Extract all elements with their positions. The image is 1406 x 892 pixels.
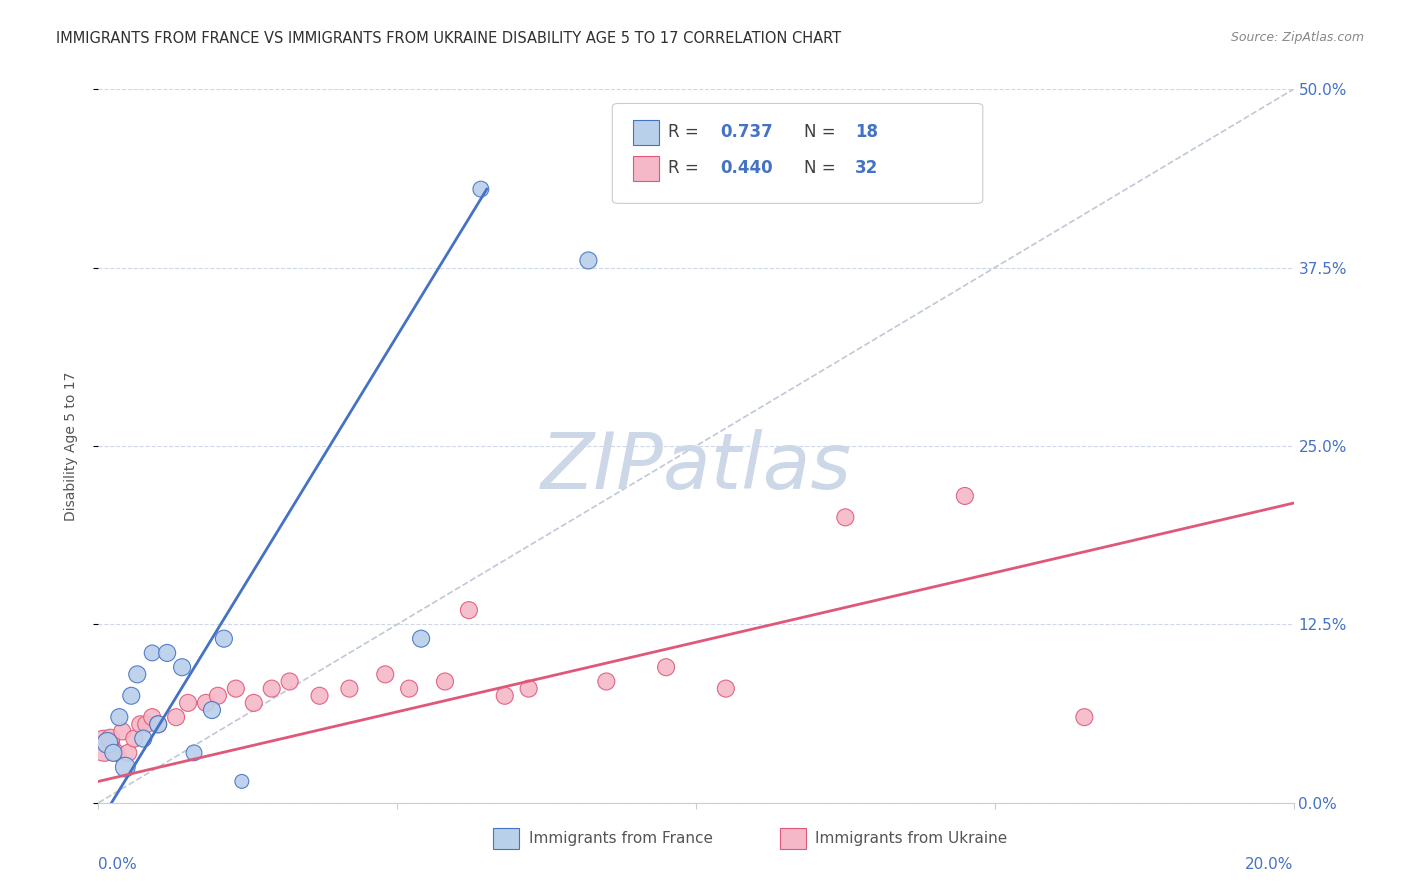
Point [105, 746, 128, 760]
Point [201, 703, 224, 717]
Point [114, 760, 136, 774]
Point [339, 681, 360, 696]
Point [411, 632, 433, 646]
Point [398, 681, 420, 696]
Point [714, 681, 737, 696]
Point [231, 774, 253, 789]
Text: 0.737: 0.737 [720, 123, 773, 141]
Point [278, 674, 301, 689]
Point [108, 710, 131, 724]
Text: N =: N = [804, 123, 841, 141]
Point [148, 717, 170, 731]
Point [129, 717, 152, 731]
Text: N =: N = [804, 159, 841, 177]
Point [100, 731, 122, 746]
Point [470, 182, 492, 196]
Text: 32: 32 [855, 159, 879, 177]
Point [141, 710, 163, 724]
Bar [779, 828, 806, 849]
Text: 0.440: 0.440 [720, 159, 772, 177]
Point [243, 696, 266, 710]
Point [195, 696, 218, 710]
Point [595, 674, 617, 689]
Bar [633, 120, 659, 145]
Point [111, 724, 134, 739]
Y-axis label: Disability Age 5 to 17: Disability Age 5 to 17 [63, 371, 77, 521]
Point [212, 632, 235, 646]
Point [120, 689, 142, 703]
Text: 18: 18 [855, 123, 877, 141]
Text: R =: R = [668, 159, 704, 177]
Point [135, 717, 157, 731]
Point [517, 681, 540, 696]
Point [433, 674, 456, 689]
Text: IMMIGRANTS FROM FRANCE VS IMMIGRANTS FROM UKRAINE DISABILITY AGE 5 TO 17 CORRELA: IMMIGRANTS FROM FRANCE VS IMMIGRANTS FRO… [56, 31, 841, 46]
Point [93, 739, 115, 753]
Point [148, 717, 170, 731]
Text: Source: ZipAtlas.com: Source: ZipAtlas.com [1230, 31, 1364, 45]
Point [103, 746, 125, 760]
Point [494, 689, 516, 703]
FancyBboxPatch shape [613, 103, 983, 203]
Point [156, 646, 179, 660]
Point [117, 746, 139, 760]
Point [655, 660, 678, 674]
Point [132, 731, 155, 746]
Point [834, 510, 856, 524]
Point [225, 681, 247, 696]
Point [165, 710, 187, 724]
Point [183, 746, 205, 760]
Bar [633, 155, 659, 180]
Point [124, 731, 146, 746]
Point [141, 646, 163, 660]
Text: R =: R = [668, 123, 704, 141]
Point [96, 736, 118, 750]
Text: Immigrants from Ukraine: Immigrants from Ukraine [815, 831, 1008, 846]
Point [172, 660, 194, 674]
Point [177, 696, 200, 710]
Point [458, 603, 481, 617]
Text: ZIPatlas: ZIPatlas [540, 429, 852, 506]
Point [1073, 710, 1095, 724]
Text: 0.0%: 0.0% [98, 857, 138, 872]
Text: Immigrants from France: Immigrants from France [529, 831, 713, 846]
Point [576, 253, 599, 268]
Bar [494, 828, 519, 849]
Point [260, 681, 283, 696]
Point [207, 689, 229, 703]
Point [953, 489, 976, 503]
Point [127, 667, 149, 681]
Point [374, 667, 396, 681]
Text: 20.0%: 20.0% [1246, 857, 1294, 872]
Point [308, 689, 330, 703]
